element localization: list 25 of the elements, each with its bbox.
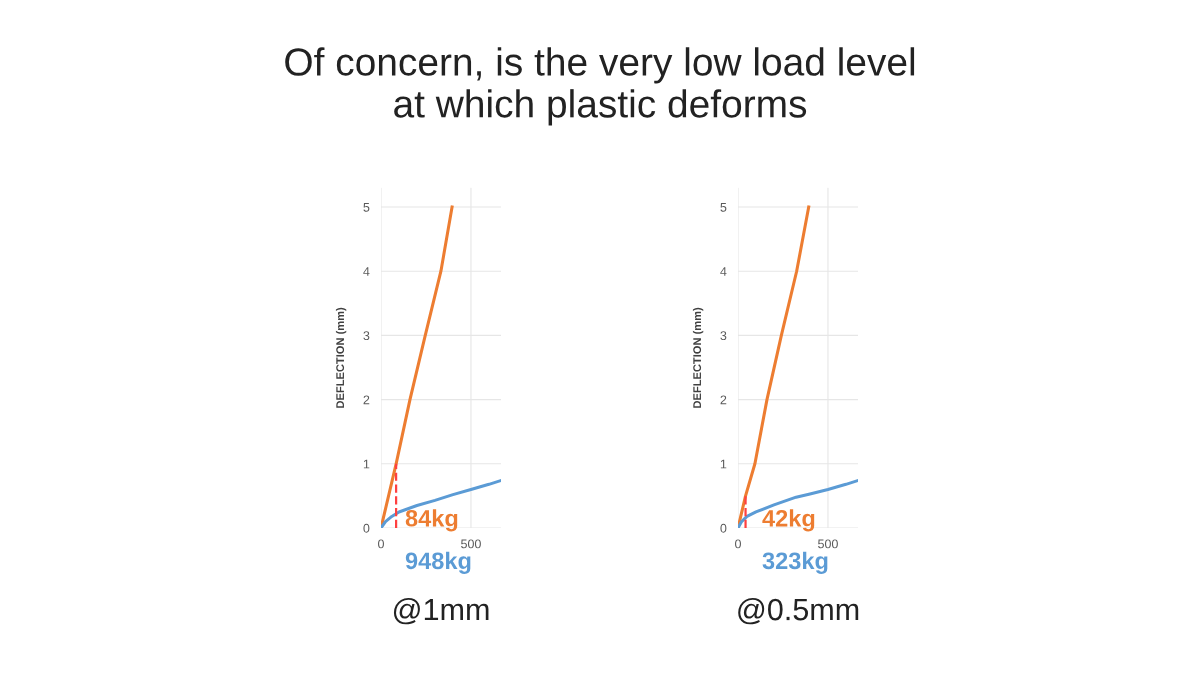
y-tick-label: 2 <box>363 395 370 405</box>
x-axis-title: @1mm <box>393 597 489 625</box>
y-tick-label: 3 <box>363 331 370 341</box>
x-tick-label: 0 <box>735 539 741 549</box>
x-tick-label: 500 <box>461 539 481 549</box>
y-tick-label: 4 <box>363 267 370 276</box>
text: 948kg <box>405 551 471 574</box>
y-tick-label: 2 <box>720 395 727 405</box>
y-tick-label: 5 <box>720 202 727 212</box>
x-tick-label: 0 <box>378 539 384 549</box>
text: Of concern, is the very low load level at which plastic deforms <box>285 47 915 126</box>
y-axis-title: DEFLECTION (mm) <box>335 307 347 408</box>
y-tick-label: 0 <box>363 523 370 533</box>
annotation: 42kg <box>762 509 815 532</box>
y-tick-label: 1 <box>720 459 727 469</box>
y-tick-label: 3 <box>720 331 727 341</box>
y-tick-label: 1 <box>363 459 370 469</box>
y-tick-label: 0 <box>720 523 727 533</box>
text: 323kg <box>762 551 828 574</box>
y-tick-label: 5 <box>363 202 370 212</box>
annotation: 84kg <box>405 509 458 532</box>
x-axis-title: @0.5mm <box>738 597 859 625</box>
x-tick-label: 500 <box>818 539 838 549</box>
y-tick-label: 4 <box>720 267 727 276</box>
y-axis-title: DEFLECTION (mm) <box>692 307 704 408</box>
